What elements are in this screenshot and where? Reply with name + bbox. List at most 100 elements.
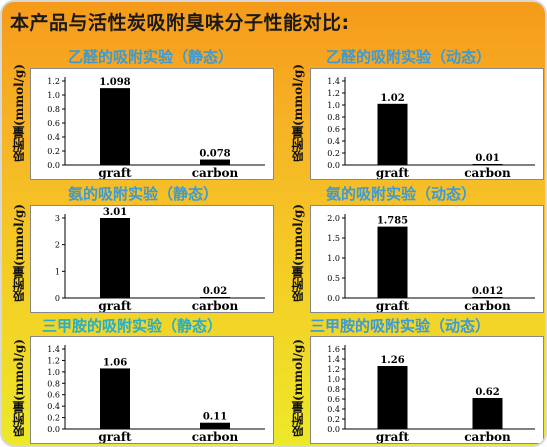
chart-panel-trimethylamine-dynamic: 0.0 0.2 0.4 0.6 0.8 1.0 1.2 1.4 1.6 1.26 graft 0.62… [310,336,544,444]
data-label: 1.098 [99,77,130,88]
y-tick-label: 0.8 [327,113,340,122]
bar-chart: 0.00.20.40.60.81.01.21.41.6 1.26 graft 0.62… [327,345,535,444]
y-tick-label: 0.4 [327,405,340,414]
y-tick-label: 0.4 [327,137,340,146]
bar-chart: 0.0 0.5 1.0 1.5 2.0 1.785 graft 0.012 carbon [327,214,535,313]
y-tick-label: 0.6 [327,125,340,134]
x-tick-label: graft [98,166,132,179]
x-tick-label: carbon [464,166,511,179]
bar [100,218,130,298]
y-tick-label: 0.2 [327,415,340,424]
y-axis-label: 吸附量(mmol/g) [12,338,26,437]
y-tick-label: 1 [55,267,60,276]
x-tick-label: carbon [464,430,511,443]
y-tick-label: 0.2 [327,149,340,158]
bar [100,368,130,429]
data-label: 1.02 [380,93,404,104]
y-tick-label: 1.0 [47,368,60,377]
data-label: 1.26 [380,355,404,366]
y-axis-label: 吸附量(mmol/g) [291,338,305,437]
y-tick-label: 1.2 [327,365,340,374]
y-tick-label: 0.0 [327,294,340,303]
bar [472,164,503,165]
y-tick-label: 1.5 [327,234,340,243]
y-tick-label: 1.0 [327,375,340,384]
bar-chart: 0.0 0.2 0.4 0.6 0.8 1.0 1.2 1.4 1.06 graft 0.11 car… [47,345,265,444]
y-tick-label: 0.2 [47,147,60,156]
y-tick-label: 0.4 [47,133,60,142]
y-tick-label: 1.2 [327,89,340,98]
y-tick-label: 1.0 [327,254,340,263]
y-tick-label: 0.0 [47,425,60,434]
x-tick-label: graft [376,430,410,443]
bar [472,297,503,298]
data-label: 0.62 [475,387,499,398]
bar [472,398,503,429]
y-tick-label: 2 [55,241,60,250]
x-tick-label: graft [376,299,410,312]
y-axis-label: 吸附量(mmol/g) [12,63,26,162]
bar [100,88,130,165]
chart-panel-acetaldehyde-dynamic: 0.0 0.2 0.4 0.6 0.8 1.0 1.2 1.4 1.02 graft 0.01 car… [310,68,544,180]
chart-panel-trimethylamine-static: 0.0 0.2 0.4 0.6 0.8 1.0 1.2 1.4 1.06 graft 0.11 car… [30,336,274,444]
y-tick-label: 1.4 [327,355,340,364]
y-tick-label: 1.4 [47,345,60,354]
x-tick-label: carbon [192,299,239,312]
y-tick-label: 0.6 [327,395,340,404]
bar-chart: 0 1 2 3 3.01 graft 0.02 carbon [55,207,265,313]
bar [377,366,408,429]
y-tick-label: 0.0 [327,161,340,170]
y-tick-label: 1.2 [47,356,60,365]
y-tick-label: 0.0 [47,161,60,170]
chart-title-ammonia-static: 氨的吸附实验（静态） [68,185,219,203]
bar-chart: 0.0 0.2 0.4 0.6 0.8 1.0 1.2 1.098 graft 0.078 carb… [47,77,265,180]
chart-title-acetaldehyde-static: 乙醛的吸附实验（静态） [68,48,234,66]
chart-title-trimethylamine-static: 三甲胺的吸附实验（静态） [42,317,223,335]
x-tick-label: carbon [464,299,511,312]
y-tick-label: 1.4 [327,77,340,86]
y-tick-label: 0.8 [47,105,60,114]
bar [377,226,408,298]
chart-title-trimethylamine-dynamic: 三甲胺的吸附实验（动态） [310,317,491,335]
chart-panel-acetaldehyde-static: 0.0 0.2 0.4 0.6 0.8 1.0 1.2 1.098 graft 0.078 carb… [30,68,274,180]
data-label: 0.012 [472,286,503,297]
page-title: 本产品与活性炭吸附臭味分子性能对比: [10,12,350,34]
bar [200,422,230,429]
y-tick-label: 1.0 [47,91,60,100]
data-label: 0.078 [199,149,230,160]
y-tick-label: 0.2 [47,414,60,423]
y-tick-label: 1.0 [327,101,340,110]
y-tick-label: 0.5 [327,274,340,283]
chart-title-ammonia-dynamic: 氨的吸附实验（动态） [326,185,477,203]
x-tick-label: carbon [192,166,239,179]
data-label: 0.01 [475,153,499,164]
y-tick-label: 0 [55,294,60,303]
data-label: 1.06 [103,357,127,368]
y-tick-label: 0.8 [47,379,60,388]
y-tick-label: 0.8 [327,385,340,394]
chart-panel-ammonia-dynamic: 0.0 0.5 1.0 1.5 2.0 1.785 graft 0.012 carbon [310,205,544,313]
y-tick-label: 0.0 [327,425,340,434]
bar [200,159,230,165]
y-tick-label: 0.4 [47,402,60,411]
y-tick-label: 1.2 [47,77,60,86]
x-tick-label: carbon [192,430,239,443]
bar [200,297,230,298]
y-axis-label: 吸附量(mmol/g) [291,203,305,302]
y-tick-label: 3 [55,214,60,223]
x-tick-label: graft [98,430,132,443]
y-axis-label: 吸附量(mmol/g) [291,63,305,162]
chart-panel-ammonia-static: 0 1 2 3 3.01 graft 0.02 carbon [30,205,274,313]
data-label: 3.01 [103,207,127,218]
y-tick-label: 1.6 [327,345,340,354]
data-label: 0.11 [203,412,227,423]
y-axis-label: 吸附量(mmol/g) [12,203,26,302]
data-label: 1.785 [377,216,408,227]
y-tick-label: 0.6 [47,391,60,400]
chart-title-acetaldehyde-dynamic: 乙醛的吸附实验（动态） [326,48,492,66]
bar-chart: 0.0 0.2 0.4 0.6 0.8 1.0 1.2 1.4 1.02 graft 0.01 car… [327,77,535,180]
x-tick-label: graft [376,166,410,179]
bar [377,103,408,165]
y-tick-label: 2.0 [327,214,340,223]
